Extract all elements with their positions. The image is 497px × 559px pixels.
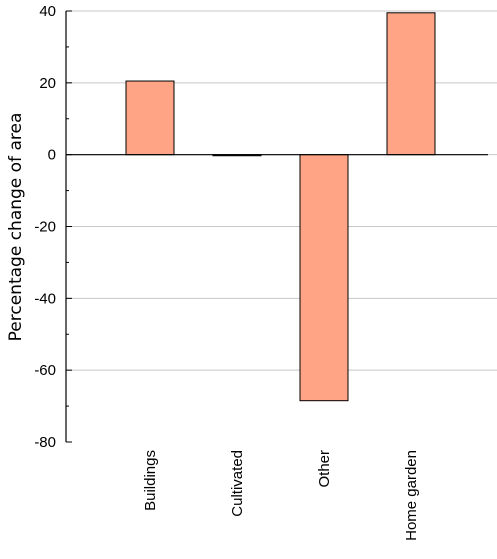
x-tick-label: Cultivated (229, 450, 246, 517)
x-tick-label: Buildings (142, 450, 159, 511)
y-axis: -80 -60 -40 -20 0 20 40 (34, 3, 72, 451)
bar-buildings (125, 80, 175, 156)
x-tick-label: Other (316, 450, 333, 488)
y-tick-label: -20 (34, 219, 56, 236)
x-tick-label: Home garden (403, 450, 420, 541)
bar-other (299, 154, 349, 402)
y-tick-label: -60 (34, 362, 56, 379)
bars (125, 12, 436, 402)
x-axis-labels: Buildings Cultivated Other Home garden (142, 450, 420, 541)
y-tick-label: 20 (39, 75, 56, 92)
y-axis-title: Percentage change of area (6, 113, 26, 342)
bar-home-garden (386, 12, 436, 156)
y-tick-label: -40 (34, 290, 56, 307)
y-tick-label: 0 (48, 147, 56, 164)
y-tick-label: -80 (34, 434, 56, 451)
y-tick-label: 40 (39, 3, 56, 20)
